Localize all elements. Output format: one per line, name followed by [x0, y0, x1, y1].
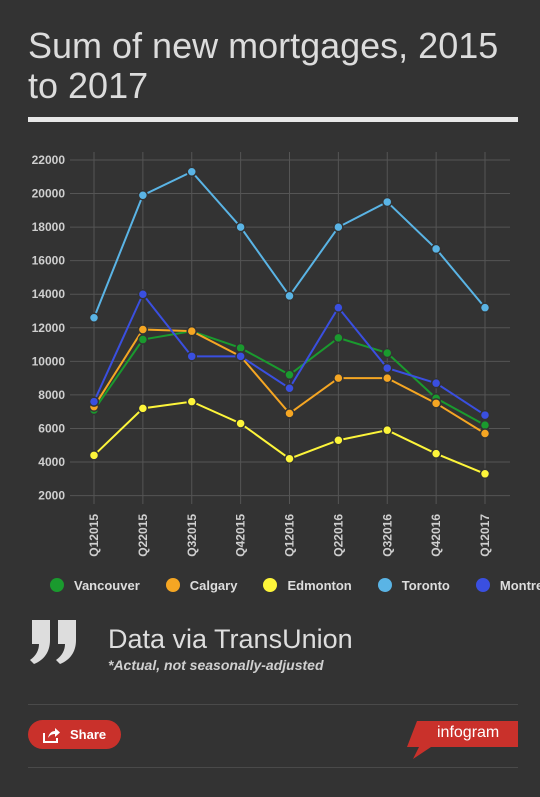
data-point-toronto — [382, 196, 393, 208]
data-point-calgary — [479, 428, 491, 439]
x-tick-label: Q12016 — [283, 514, 297, 557]
legend-swatch — [263, 578, 278, 592]
y-tick-label: 20000 — [32, 187, 66, 201]
share-button[interactable]: Share — [28, 720, 121, 749]
x-tick-label: Q22015 — [136, 514, 150, 557]
y-tick-label: 12000 — [32, 321, 66, 335]
legend-item-vancouver[interactable]: Vancouver — [50, 578, 140, 593]
legend-item-edmonton[interactable]: Edmonton — [263, 577, 352, 593]
share-label: Share — [70, 727, 107, 742]
footnote: *Actual, not seasonally-adjusted — [108, 657, 324, 673]
data-point-montreal — [284, 382, 295, 394]
data-point-edmonton — [479, 468, 491, 480]
y-tick-label: 14000 — [32, 287, 66, 301]
x-tick-label: Q32016 — [380, 514, 394, 557]
data-point-calgary — [284, 408, 295, 419]
data-point-toronto — [186, 166, 197, 177]
data-point-toronto — [430, 243, 442, 255]
share-icon — [43, 727, 60, 743]
data-point-montreal — [479, 409, 491, 421]
data-point-toronto — [88, 312, 100, 323]
data-point-montreal — [430, 377, 442, 389]
data-point-edmonton — [137, 403, 149, 414]
data-point-vancouver — [333, 332, 344, 344]
y-tick-label: 22000 — [32, 153, 66, 167]
data-point-edmonton — [382, 424, 393, 436]
data-point-montreal — [186, 351, 197, 362]
data-point-calgary — [382, 372, 393, 384]
x-tick-label: Q32015 — [185, 514, 199, 557]
x-tick-label: Q12017 — [478, 514, 492, 557]
data-point-vancouver — [137, 334, 149, 345]
data-point-edmonton — [186, 396, 197, 407]
footer-divider-top — [28, 704, 518, 705]
chart-legend: Vancouver Calgary Edmonton Toronto Montreal — [50, 575, 540, 595]
x-tick-label: Q42016 — [429, 514, 443, 557]
y-tick-label: 10000 — [32, 354, 66, 368]
data-point-calgary — [333, 372, 344, 384]
data-point-toronto — [137, 189, 149, 201]
data-point-montreal — [235, 351, 246, 362]
legend-item-calgary[interactable]: Calgary — [165, 577, 238, 593]
data-point-montreal — [88, 396, 100, 407]
data-point-vancouver — [284, 369, 295, 381]
source-text: Data via TransUnion — [108, 624, 353, 654]
x-tick-label: Q12015 — [87, 514, 101, 557]
y-tick-label: 16000 — [32, 254, 66, 268]
y-tick-label: 18000 — [32, 220, 66, 234]
y-tick-label: 2000 — [38, 489, 65, 503]
legend-label: Edmonton — [287, 577, 352, 593]
legend-label: Toronto — [401, 577, 450, 593]
data-point-montreal — [137, 288, 149, 300]
data-point-toronto — [479, 302, 491, 313]
legend-item-toronto[interactable]: Toronto — [377, 577, 450, 593]
data-point-calgary — [137, 324, 149, 335]
data-point-toronto — [284, 290, 295, 302]
data-point-edmonton — [333, 434, 344, 446]
data-point-edmonton — [284, 453, 295, 464]
data-point-edmonton — [235, 418, 246, 429]
legend-label: Montreal — [499, 577, 540, 593]
data-point-montreal — [333, 302, 344, 313]
title-divider — [28, 117, 518, 122]
legend-swatch — [165, 578, 180, 592]
data-point-vancouver — [382, 347, 393, 359]
y-tick-label: 4000 — [38, 455, 65, 469]
data-point-montreal — [382, 362, 393, 374]
data-point-edmonton — [430, 448, 442, 459]
legend-swatch — [475, 578, 490, 592]
data-point-calgary — [430, 398, 442, 409]
y-tick-label: 6000 — [38, 421, 65, 435]
y-tick-label: 8000 — [38, 388, 65, 402]
legend-swatch — [377, 578, 392, 592]
data-point-edmonton — [88, 450, 100, 461]
legend-item-montreal[interactable]: Montreal — [475, 577, 540, 593]
data-point-calgary — [186, 325, 197, 337]
x-tick-label: Q42015 — [234, 514, 248, 557]
footer-divider-bottom — [28, 767, 518, 768]
chart-title: Sum of new mortgages, 2015 to 2017 — [28, 25, 499, 106]
brand-label: infogram — [437, 724, 500, 741]
data-point-toronto — [235, 221, 246, 233]
x-tick-label: Q22016 — [331, 514, 345, 557]
legend-label: Vancouver — [74, 577, 140, 593]
line-chart: 22000 20000 18000 16000 14000 12000 10000 8000 6… — [32, 152, 510, 557]
legend-label: Calgary — [189, 577, 238, 593]
quote-icon — [30, 620, 76, 664]
infogram-logo[interactable] — [407, 721, 518, 759]
legend-swatch — [50, 578, 64, 592]
data-point-toronto — [333, 221, 344, 233]
